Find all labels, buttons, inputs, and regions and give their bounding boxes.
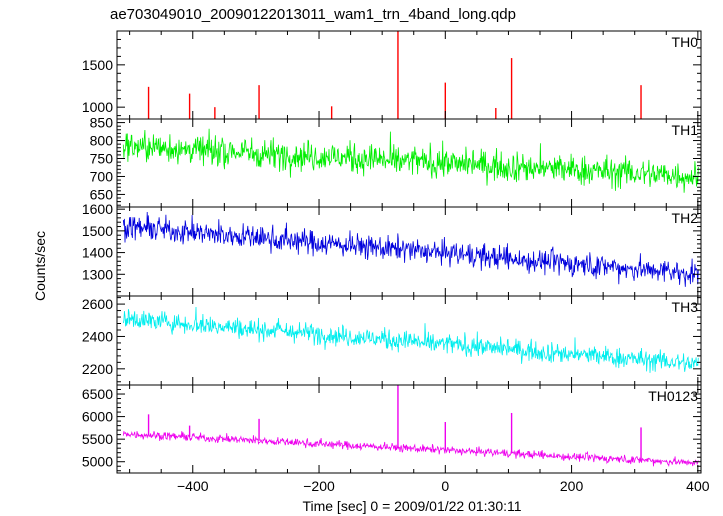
series-line-th3 — [122, 306, 699, 373]
series-line-th0 — [123, 124, 698, 130]
panel-label: TH1 — [672, 122, 699, 138]
x-ticks: −400 −200 0 200 400 — [177, 478, 710, 494]
y-tick-label: 2200 — [82, 361, 113, 377]
series-line-th0123 — [122, 430, 699, 467]
panel-frame — [116, 384, 702, 474]
panel-th2: TH2 1300 1400 1500 1600 — [82, 201, 702, 297]
y-tick-label: 1500 — [82, 223, 113, 239]
panel-frame — [116, 206, 702, 297]
y-tick-label: 2400 — [82, 328, 113, 344]
x-tick-label: 0 — [441, 478, 449, 494]
y-tick-label: 6000 — [82, 409, 113, 425]
y-tick-label: 5500 — [82, 431, 113, 447]
y-tick-label: 700 — [90, 168, 114, 184]
panel-frame — [116, 30, 702, 120]
y-axis-label: Counts/sec — [32, 231, 48, 301]
panel-th0123: TH0123 5000 5500 6000 6500 — [82, 384, 702, 474]
panel-th3: TH3 2200 2400 2600 — [82, 295, 702, 386]
y-tick-label: 650 — [90, 186, 114, 202]
series-line-th1 — [122, 128, 699, 193]
y-tick-label: 1600 — [82, 201, 113, 217]
y-tick-label: 1000 — [82, 99, 113, 115]
y-tick-label: 1300 — [82, 266, 113, 282]
x-tick-label: 200 — [560, 478, 584, 494]
panel-label: TH3 — [672, 299, 699, 315]
y-tick-label: 6500 — [82, 386, 113, 402]
y-tick-label: 750 — [90, 151, 114, 167]
panel-label: TH0 — [672, 34, 699, 50]
y-tick-label: 1400 — [82, 245, 113, 261]
y-tick-label: 800 — [90, 133, 114, 149]
y-tick-label: 5000 — [82, 454, 113, 470]
y-tick-label: 1500 — [82, 57, 113, 73]
series-line-th2 — [122, 211, 699, 287]
panel-label: TH0123 — [648, 388, 698, 404]
x-axis-label: Time [sec] 0 = 2009/01/22 01:30:11 — [302, 498, 521, 514]
panel-th0: TH0 1000 1500 — [82, 30, 702, 130]
x-tick-label: −400 — [177, 478, 209, 494]
y-tick-label: 2600 — [82, 296, 113, 312]
chart-title: ae703049010_20090122013011_wam1_trn_4ban… — [110, 6, 516, 23]
y-tick-label: 850 — [90, 115, 114, 131]
panel-label: TH2 — [672, 210, 699, 226]
x-tick-label: 400 — [686, 478, 710, 494]
x-tick-label: −200 — [303, 478, 335, 494]
